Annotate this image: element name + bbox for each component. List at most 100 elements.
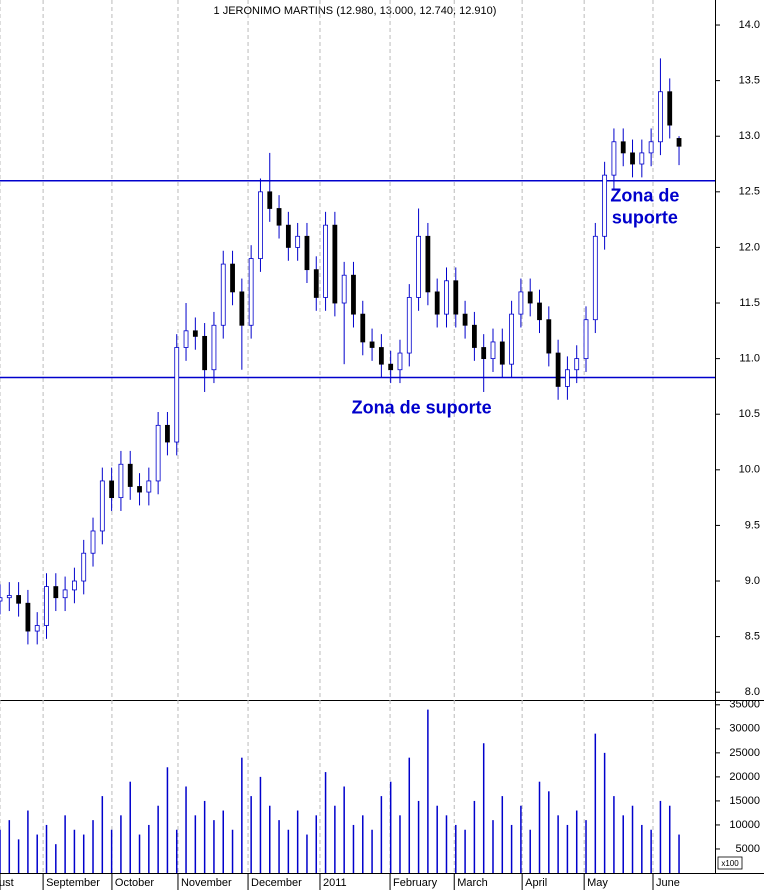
candle-body [369, 341, 375, 348]
volume-bar [362, 815, 364, 873]
candle-body [602, 174, 608, 237]
candle-body [518, 291, 524, 315]
volume-bar [343, 786, 345, 873]
unit-box [717, 856, 743, 870]
y-tick-label: 14.0 [739, 19, 760, 31]
candle-body [248, 258, 254, 326]
volume-bar [548, 791, 550, 873]
volume-bar [17, 839, 20, 873]
candle-body [499, 341, 505, 365]
candle-body [0, 597, 3, 602]
volume-bar [501, 796, 504, 873]
volume-bar [557, 815, 559, 873]
candle-body [220, 263, 226, 326]
candle-body [537, 302, 542, 321]
volume-bar [82, 834, 85, 873]
candle-body [388, 363, 394, 371]
annotation: suporte [612, 208, 678, 228]
volume-bar [538, 781, 541, 873]
candle-body [667, 91, 673, 126]
volume-bar [473, 800, 476, 873]
candle-body [509, 313, 515, 365]
candle-body [118, 463, 124, 499]
candle-body [174, 347, 180, 443]
volume-bar [194, 815, 197, 873]
volume-bar [55, 844, 57, 873]
volume-bar [306, 834, 308, 873]
volume-bar [427, 709, 429, 873]
candle-body [481, 347, 487, 360]
x-tick-label: September [46, 877, 100, 889]
volume-bar [269, 805, 271, 873]
candle-body [434, 291, 440, 315]
volume-bar [73, 829, 76, 873]
candle-body [90, 530, 96, 554]
candle-body [453, 280, 459, 315]
volume-tick-label: 30000 [729, 723, 760, 735]
y-tick-label: 13.5 [739, 75, 760, 87]
volume-tick-label: 5000 [736, 843, 760, 855]
y-tick-label: 11.0 [739, 353, 760, 365]
x-tick-label: 2011 [323, 877, 347, 889]
volume-bar [92, 820, 94, 873]
volume-bar [585, 820, 587, 873]
candle-body [620, 141, 626, 154]
y-tick-label: 10.0 [739, 464, 760, 476]
candle-body [574, 358, 580, 371]
candle-body [34, 625, 40, 632]
volume-bar [631, 805, 634, 873]
volume-bar [482, 743, 485, 873]
candle-body [676, 138, 682, 147]
volume-bar [203, 800, 206, 873]
volume-bar [678, 834, 680, 873]
candle-body [360, 313, 366, 343]
x-tick-label: ust [0, 877, 14, 889]
volume-bar [129, 781, 131, 873]
volume-tick-label: 20000 [729, 771, 760, 783]
volume-bar [668, 805, 671, 873]
y-tick-label: 8.0 [745, 686, 760, 698]
annotation: Zona de suporte [352, 397, 492, 417]
volume-bar [510, 824, 513, 873]
volume-bar [241, 757, 243, 873]
candle-body [81, 552, 87, 582]
volume-bar [464, 829, 466, 873]
candle-body [62, 589, 68, 599]
volume-bar [315, 815, 318, 873]
volume-bar [352, 824, 355, 873]
volume-bar [408, 757, 411, 873]
volume-bar [222, 810, 224, 873]
x-tick-label: February [393, 877, 438, 889]
candle-body [239, 291, 245, 326]
volume-bar [287, 829, 290, 873]
y-tick-label: 10.5 [739, 408, 760, 420]
candle-body [230, 263, 235, 293]
volume-bar [157, 805, 159, 873]
volume-bar [138, 834, 141, 873]
volume-bar [520, 805, 522, 873]
volume-bar [185, 786, 187, 873]
candle-body [25, 602, 31, 632]
candle-body [471, 324, 477, 348]
volume-tick-label: 10000 [729, 819, 760, 831]
candle-body [137, 486, 142, 493]
candle-body [183, 330, 189, 348]
volume-bar [603, 752, 606, 873]
volume-bar [213, 820, 215, 873]
volume-bar [166, 767, 169, 873]
volume-bar [64, 815, 66, 873]
candle-body [6, 595, 12, 599]
candle-body [313, 269, 319, 298]
candle-body [341, 274, 347, 304]
candle-body [99, 480, 105, 532]
candle-body [72, 580, 77, 591]
candle-body [527, 291, 533, 304]
volume-bar [0, 829, 1, 873]
candle-body [592, 235, 598, 321]
volume-tick-label: 15000 [729, 795, 760, 807]
candle-body [397, 352, 403, 371]
volume-bar [575, 810, 578, 873]
volume-bar [492, 820, 494, 873]
